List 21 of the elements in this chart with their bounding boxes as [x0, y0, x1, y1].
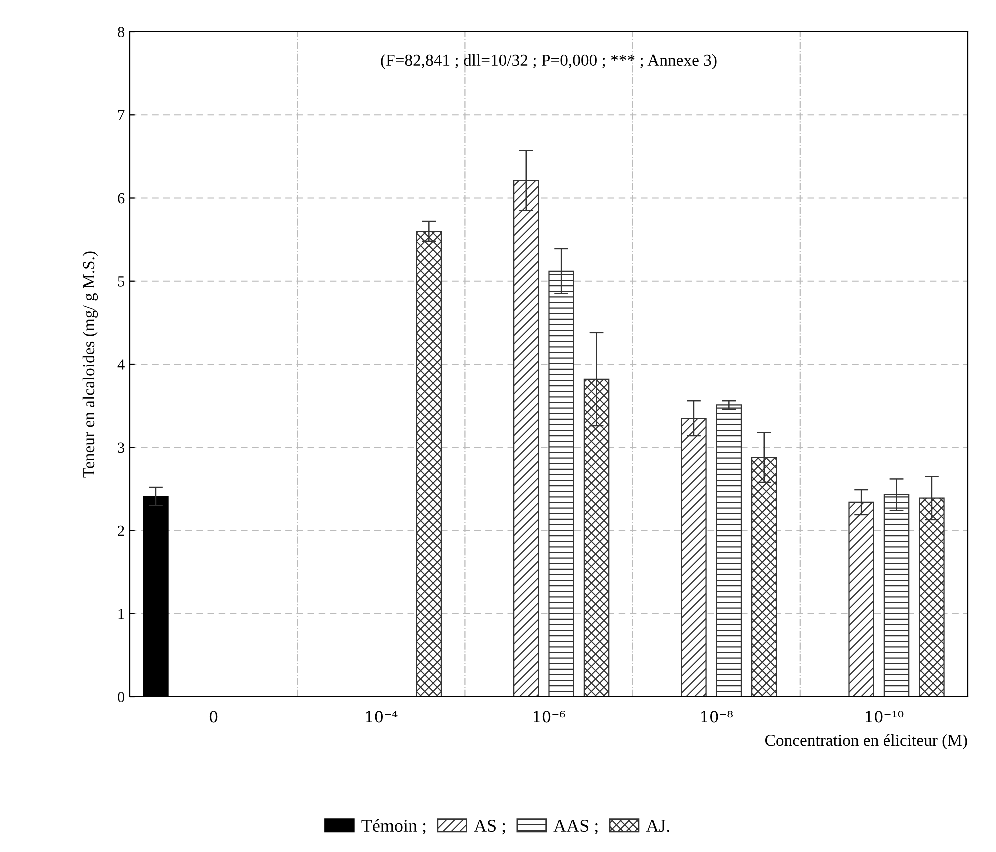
y-tick-label: 5 [118, 276, 125, 287]
x-tick-label: 10⁻¹⁰ [866, 711, 904, 723]
y-tick-label: 0 [118, 692, 125, 702]
y-tick-label: 6 [118, 193, 125, 204]
legend-label: AJ. [646, 820, 670, 832]
x-tick-label: 10⁻⁴ [366, 711, 398, 723]
y-axis-title: Teneur en alcaloides (mg/ g M.S.) [82, 252, 98, 478]
x-tick-label: 10⁻⁸ [702, 711, 734, 723]
y-tick-label: 1 [118, 609, 124, 620]
legend-label: Témoin ; [362, 819, 426, 835]
x-tick-label: 10⁻⁶ [534, 711, 566, 723]
y-tick-label: 4 [118, 360, 125, 370]
y-tick-label: 8 [118, 27, 125, 38]
legend-label: AAS ; [554, 820, 598, 835]
y-tick-label: 7 [118, 110, 125, 120]
x-tick-label: 0 [210, 711, 218, 723]
x-axis-title: Concentration en éliciteur (M) [766, 734, 968, 750]
y-tick-label: 2 [118, 526, 124, 536]
legend-label: AS ; [474, 820, 506, 835]
y-tick-label: 3 [118, 442, 125, 454]
annotation: (F=82,841 ; dll=10/32 ; P=0,000 ; *** ; Annexe 3) [381, 54, 717, 70]
